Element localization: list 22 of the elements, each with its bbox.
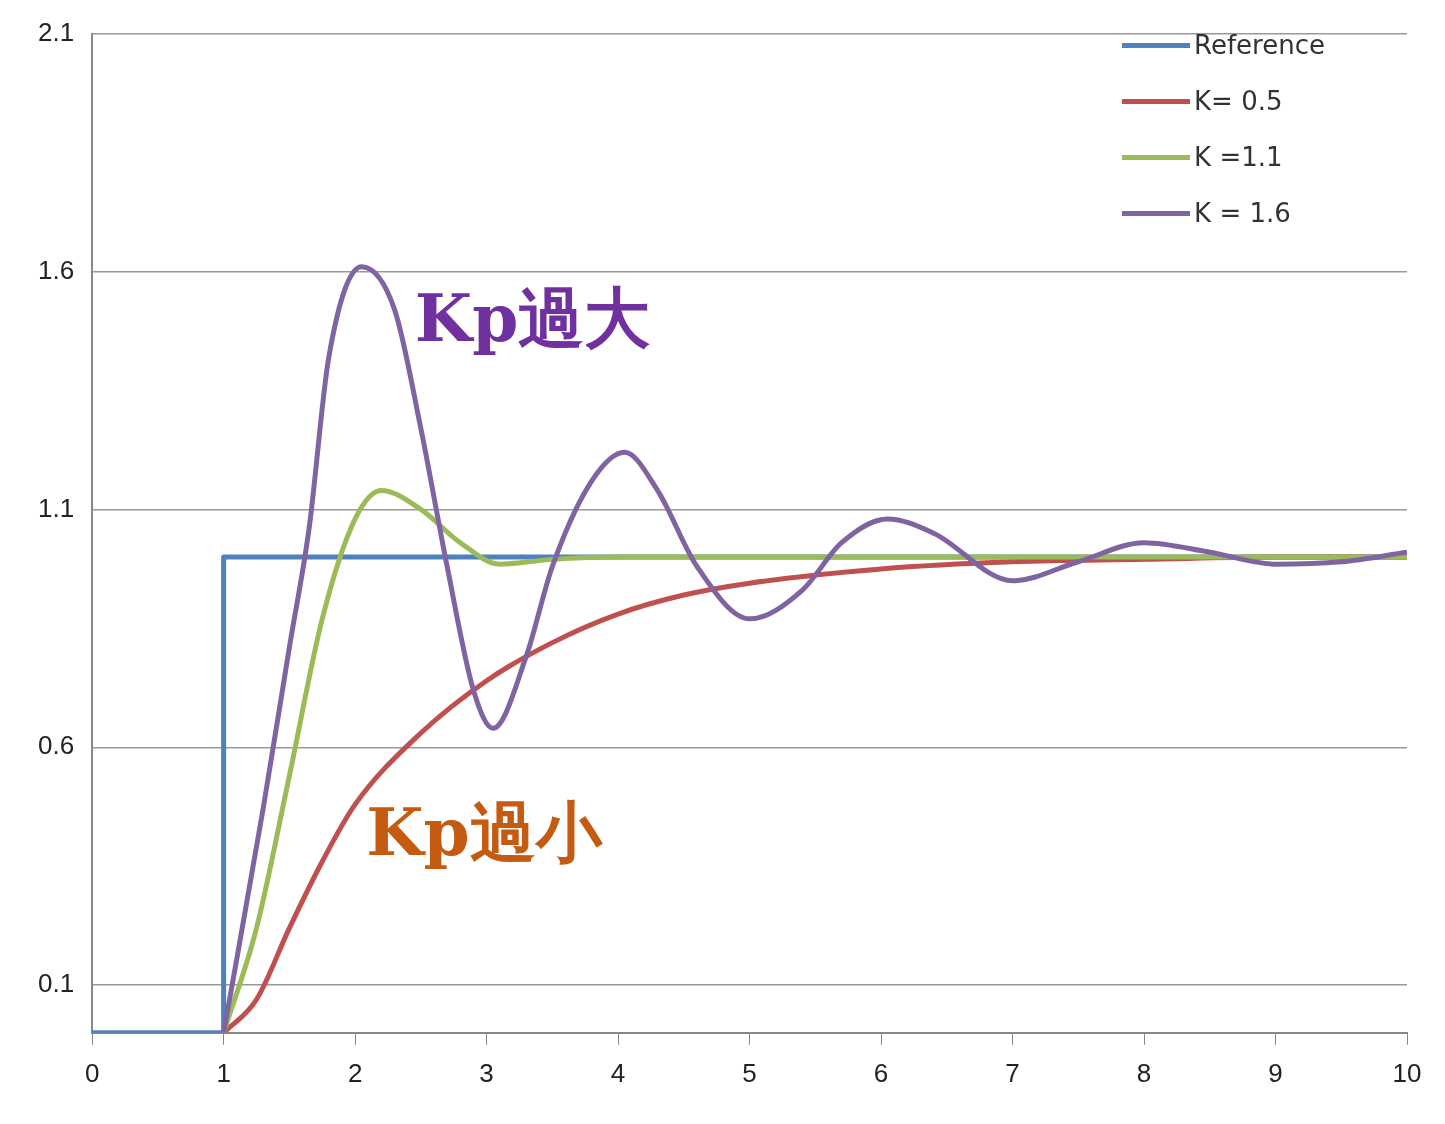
x-tick-label: 2 xyxy=(347,1057,363,1088)
x-tick-label: 10 xyxy=(1392,1057,1422,1088)
x-tick-label: 5 xyxy=(742,1057,757,1088)
legend-label: K = 1.6 xyxy=(1194,198,1291,228)
annotation: Kp過大 xyxy=(414,278,651,357)
x-tick-label: 0 xyxy=(84,1057,100,1088)
x-tick-label: 8 xyxy=(1136,1057,1152,1088)
legend-label: K =1.1 xyxy=(1194,142,1283,172)
x-tick-label: 6 xyxy=(873,1057,889,1088)
x-tick-label: 3 xyxy=(479,1057,494,1088)
y-tick-label: 1.6 xyxy=(37,254,75,285)
x-tick-label: 4 xyxy=(610,1057,626,1088)
y-tick-label: 1.1 xyxy=(37,492,75,523)
y-tick-label: 0.1 xyxy=(37,968,75,999)
x-tick-label: 1 xyxy=(216,1057,231,1088)
annotation: Kp過小 xyxy=(366,793,603,872)
legend-label: Reference xyxy=(1194,30,1325,60)
x-tick-label: 7 xyxy=(1005,1057,1020,1088)
legend-label: K= 0.5 xyxy=(1194,86,1283,116)
x-tick-label: 9 xyxy=(1268,1057,1283,1088)
y-tick-label: 2.1 xyxy=(37,16,75,47)
y-tick-label: 0.6 xyxy=(37,730,75,761)
